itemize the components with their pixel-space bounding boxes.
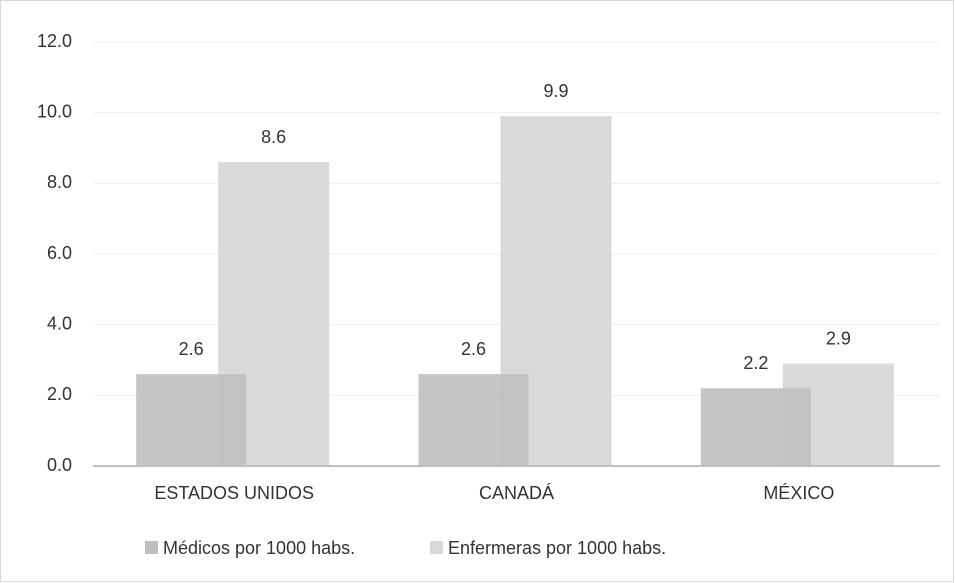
legend-swatch	[430, 541, 443, 554]
data-label: 2.2	[743, 353, 768, 373]
bar	[418, 374, 529, 466]
y-tick-label: 4.0	[47, 313, 72, 333]
x-tick-label: MÉXICO	[763, 483, 834, 503]
y-tick-label: 6.0	[47, 243, 72, 263]
x-tick-label: ESTADOS UNIDOS	[154, 483, 314, 503]
y-tick-label: 12.0	[37, 31, 72, 51]
data-label: 2.6	[179, 339, 204, 359]
legend-swatch	[145, 541, 158, 554]
y-tick-label: 2.0	[47, 384, 72, 404]
x-tick-label: CANADÁ	[479, 483, 554, 503]
legend-label: Enfermeras por 1000 habs.	[448, 538, 666, 558]
bar	[700, 388, 811, 466]
data-label: 8.6	[261, 127, 286, 147]
y-tick-label: 0.0	[47, 455, 72, 475]
data-label: 2.9	[826, 328, 851, 348]
bar	[136, 374, 247, 466]
data-label: 9.9	[543, 81, 568, 101]
y-tick-label: 8.0	[47, 172, 72, 192]
y-tick-label: 10.0	[37, 101, 72, 121]
data-label: 2.6	[461, 339, 486, 359]
legend-label: Médicos por 1000 habs.	[163, 538, 355, 558]
